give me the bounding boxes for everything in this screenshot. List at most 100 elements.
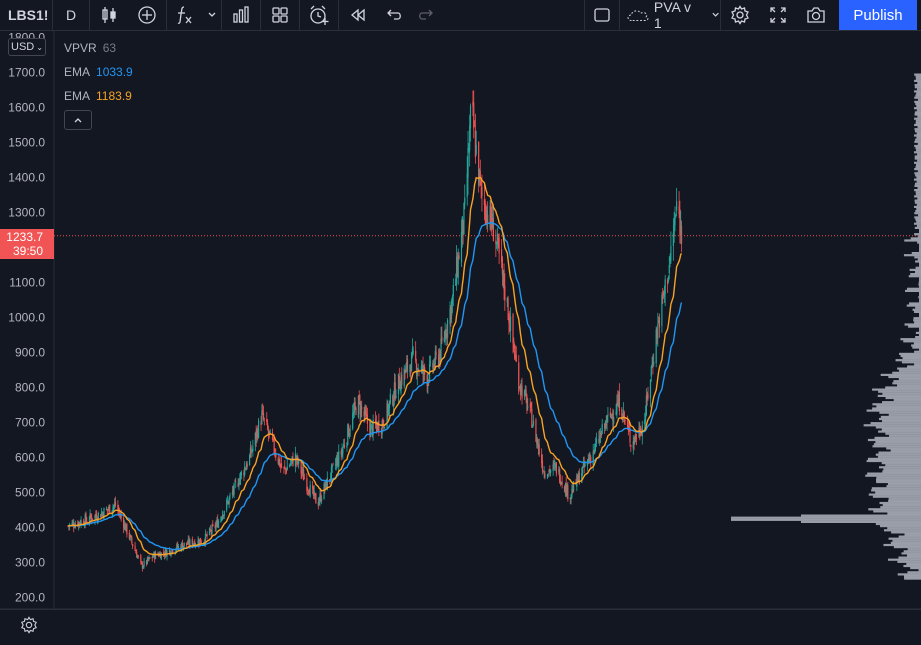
- redo-icon[interactable]: [411, 0, 441, 30]
- volume-profile-bar: [915, 77, 921, 80]
- price-chart[interactable]: 1700.01600.01500.01400.01300.01200.01100…: [0, 31, 921, 609]
- indicators-icon[interactable]: [167, 0, 203, 30]
- volume-profile-bar: [914, 205, 921, 208]
- volume-profile-bar: [919, 327, 921, 330]
- volume-profile-bar: [919, 312, 921, 316]
- legend-collapse-button[interactable]: [64, 110, 92, 130]
- volume-profile-bar: [917, 115, 921, 118]
- volume-profile-bar: [882, 504, 921, 507]
- price-axis-label: 300.0: [15, 556, 45, 570]
- volume-profile-bar: [878, 430, 921, 433]
- volume-profile-bar: [914, 100, 921, 103]
- volume-profile-bar: [731, 518, 921, 521]
- price-axis-label: 600.0: [15, 451, 45, 465]
- volume-profile-bar: [916, 203, 921, 206]
- add-compare-icon[interactable]: [128, 0, 166, 30]
- volume-profile-bar: [919, 247, 921, 250]
- volume-profile-bar: [914, 130, 921, 133]
- volume-profile-bar: [879, 525, 921, 528]
- volume-profile-bar: [914, 111, 921, 114]
- chevron-down-icon[interactable]: [203, 0, 221, 30]
- volume-profile-bar: [919, 291, 921, 295]
- currency-selector[interactable]: USD ⌄: [8, 38, 46, 56]
- publish-button[interactable]: Publish: [839, 0, 917, 30]
- volume-profile-bar: [899, 369, 921, 372]
- volume-profile-bar: [887, 558, 921, 561]
- settings-icon[interactable]: [721, 0, 759, 30]
- indicator-template-button[interactable]: PVA v 1: [620, 0, 720, 31]
- volume-profile-bar: [919, 228, 921, 232]
- volume-profile-bar: [886, 447, 921, 450]
- price-axis-label: 1300.0: [8, 206, 45, 220]
- volume-profile-bar: [882, 470, 921, 473]
- price-axis-label: 1400.0: [8, 171, 45, 185]
- legend-ema-fast[interactable]: EMA 1033.9: [64, 65, 133, 79]
- undo-icon[interactable]: [377, 0, 411, 30]
- volume-profile-bar: [908, 275, 921, 278]
- volume-profile-bar: [888, 434, 921, 437]
- volume-profile-bar: [878, 451, 921, 454]
- volume-profile-bar: [917, 153, 921, 156]
- volume-profile-bar: [904, 533, 921, 536]
- volume-profile-bar: [879, 417, 921, 421]
- candles-icon[interactable]: [90, 0, 128, 30]
- volume-profile-bar: [919, 329, 921, 332]
- volume-profile-bar: [874, 436, 921, 439]
- price-axis-label: 200.0: [15, 591, 45, 605]
- volume-profile-bar: [898, 556, 921, 559]
- price-axis-label: 700.0: [15, 416, 45, 430]
- volume-profile-bar: [916, 92, 921, 95]
- volume-profile-bar: [903, 550, 921, 553]
- volume-profile-bar: [888, 413, 921, 416]
- volume-profile-bar: [866, 459, 921, 463]
- volume-profile-bar: [875, 522, 921, 526]
- volume-profile-bar: [885, 396, 921, 400]
- volume-profile-bar: [879, 411, 921, 414]
- volume-profile-bar: [913, 317, 921, 320]
- volume-profile-bar: [888, 537, 921, 540]
- volume-profile-bar: [910, 567, 921, 570]
- volume-profile-bar: [867, 472, 921, 475]
- alert-icon[interactable]: [300, 0, 338, 30]
- volume-profile: [731, 73, 921, 580]
- volume-profile-bar: [919, 315, 921, 318]
- interval-button[interactable]: D: [65, 7, 77, 23]
- volume-profile-bar: [888, 499, 921, 502]
- volume-profile-bar: [915, 174, 921, 177]
- volume-profile-bar: [898, 378, 921, 381]
- volume-profile-bar: [888, 497, 921, 500]
- volume-profile-bar: [918, 569, 921, 572]
- fullscreen-icon[interactable]: [759, 0, 797, 30]
- ema-slow-line: [67, 221, 683, 551]
- replay-icon[interactable]: [339, 0, 377, 30]
- volume-profile-bar: [915, 218, 921, 221]
- volume-profile-bar: [907, 365, 921, 368]
- volume-profile-bar: [867, 457, 921, 460]
- volume-profile-bar: [893, 399, 921, 402]
- volume-profile-bar: [914, 233, 921, 236]
- square-icon[interactable]: [585, 0, 619, 30]
- legend-ema-slow[interactable]: EMA 1183.9: [64, 89, 132, 103]
- volume-profile-bar: [893, 380, 921, 383]
- camera-icon[interactable]: [797, 0, 835, 30]
- volume-profile-bar: [916, 136, 921, 139]
- layouts-icon[interactable]: [261, 0, 299, 30]
- volume-profile-bar: [875, 441, 921, 444]
- volume-profile-bar: [866, 409, 921, 412]
- volume-profile-bar: [886, 485, 921, 488]
- volume-profile-bar: [914, 157, 921, 160]
- volume-profile-bar: [801, 514, 921, 517]
- volume-profile-bar: [865, 474, 921, 477]
- axis-settings-icon[interactable]: [20, 616, 38, 634]
- legend-vpvr[interactable]: VPVR 63: [64, 41, 116, 55]
- volume-profile-bar: [915, 193, 921, 196]
- price-axis-label: 1700.0: [8, 66, 45, 80]
- volume-profile-bar: [867, 438, 921, 442]
- volume-profile-bar: [875, 491, 921, 494]
- currency-label: USD: [11, 41, 35, 53]
- bar-chart-icon[interactable]: [222, 0, 260, 30]
- symbol-button[interactable]: LBS1!: [8, 7, 49, 23]
- volume-profile-bar: [885, 432, 921, 435]
- volume-profile-bar: [876, 480, 921, 484]
- volume-profile-bar: [914, 123, 921, 127]
